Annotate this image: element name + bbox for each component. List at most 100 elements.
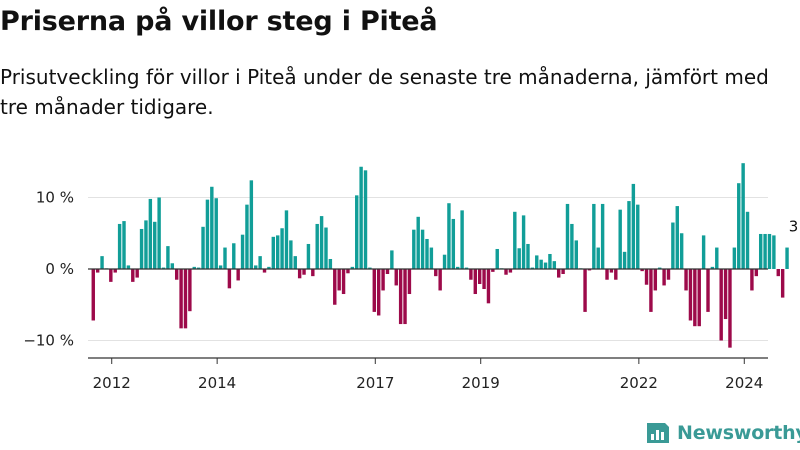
bar [201, 226, 205, 269]
bar [425, 238, 429, 269]
bar [210, 186, 214, 269]
bar [188, 269, 192, 312]
bar [442, 254, 447, 269]
bar [605, 269, 609, 280]
bar [684, 269, 688, 291]
bar [772, 235, 776, 269]
bar [324, 227, 328, 269]
bar [754, 269, 759, 277]
bar [477, 269, 482, 285]
bar [763, 233, 767, 269]
bar [666, 269, 671, 280]
bar [236, 269, 240, 281]
bar [223, 247, 227, 269]
bar [539, 259, 543, 269]
bar [565, 203, 570, 269]
bar [157, 197, 161, 269]
x-tick-label: 2012 [93, 374, 131, 392]
bar [355, 195, 359, 269]
bar [600, 203, 605, 269]
bar [302, 269, 306, 275]
bar [420, 229, 425, 269]
bar [688, 269, 693, 321]
bar [583, 269, 587, 312]
bar [254, 265, 258, 269]
bar [521, 215, 526, 270]
bar [148, 198, 153, 269]
bar [249, 180, 254, 269]
bar [451, 218, 456, 269]
bar [416, 216, 420, 269]
bar [232, 243, 236, 269]
bar [100, 256, 104, 269]
bar [117, 223, 122, 269]
bar [306, 243, 311, 269]
bar [328, 258, 333, 269]
bar [631, 183, 636, 269]
bar [719, 269, 723, 341]
bar [126, 265, 131, 269]
bar [429, 247, 434, 269]
bar [372, 269, 376, 312]
bar [495, 248, 499, 269]
bar [697, 269, 701, 327]
bar [491, 269, 495, 272]
bar [662, 269, 666, 286]
bar [609, 269, 614, 273]
bar [398, 269, 403, 325]
bar [469, 269, 473, 280]
bar [262, 269, 267, 273]
bar [741, 163, 745, 269]
bar [240, 234, 245, 269]
bar [737, 183, 741, 269]
bar [658, 267, 662, 269]
bar [179, 269, 183, 329]
last-value-annotation: 3 % [789, 218, 800, 236]
bar [267, 266, 271, 269]
bar [456, 266, 460, 269]
bar [275, 235, 280, 269]
bar [706, 269, 710, 312]
bar [161, 267, 166, 269]
bar [394, 269, 398, 286]
bar [122, 221, 126, 269]
bar [701, 235, 706, 269]
bar [434, 269, 438, 277]
bar [109, 269, 113, 282]
bar [95, 269, 100, 273]
bar [622, 251, 627, 269]
bar [767, 233, 772, 269]
bar [776, 269, 780, 277]
bar [280, 228, 284, 269]
bar [407, 269, 412, 295]
bar [526, 243, 530, 269]
bar [460, 210, 464, 269]
bar [293, 256, 297, 269]
bar [91, 269, 95, 321]
bar [368, 267, 372, 269]
bar [780, 269, 785, 298]
bar [552, 261, 557, 269]
bar [732, 247, 737, 269]
bar [649, 269, 653, 312]
bar [640, 269, 644, 272]
bar [381, 269, 385, 291]
bar [592, 203, 596, 269]
bar [679, 233, 684, 269]
bar [758, 233, 763, 269]
bar [447, 203, 451, 269]
bar [750, 269, 754, 291]
bar [174, 269, 179, 280]
bar [618, 209, 622, 269]
bar [258, 256, 262, 269]
bar [710, 266, 715, 269]
bar [390, 250, 394, 269]
bar [284, 210, 289, 269]
bar [131, 269, 135, 282]
y-tick-label: −10 % [23, 332, 74, 350]
bar [530, 267, 535, 269]
bar [363, 170, 368, 269]
newsworthy-logo: Newsworthy [645, 418, 800, 448]
bar [543, 262, 548, 269]
bar [785, 247, 789, 269]
